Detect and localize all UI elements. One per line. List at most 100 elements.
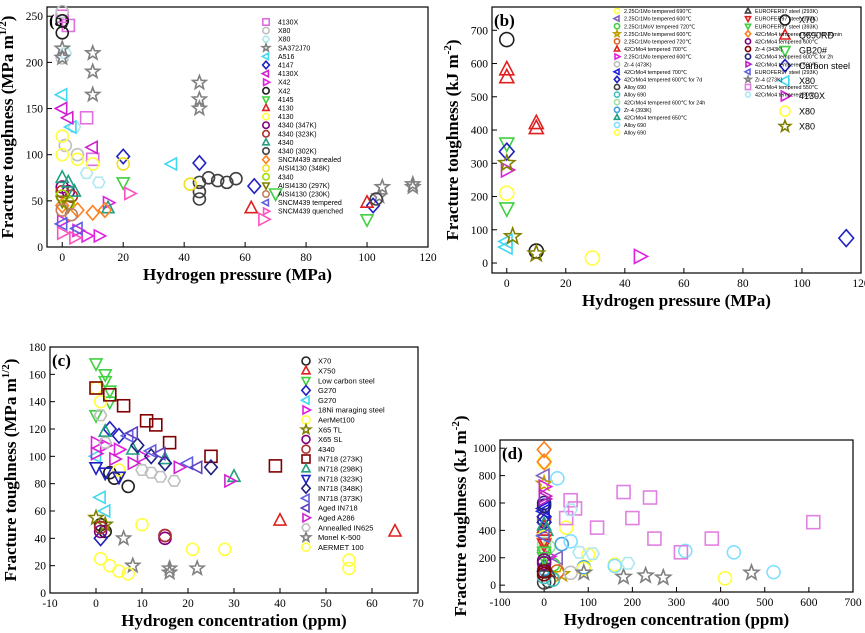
x-tick-label: 100 (793, 278, 811, 290)
x-tick-label: 40 (274, 598, 286, 610)
data-point (88, 409, 104, 424)
y-tick-label: 200 (471, 192, 489, 204)
data-point (68, 221, 83, 236)
y-tick-label: 100 (26, 150, 44, 162)
data-point (91, 176, 106, 189)
data-point (90, 435, 105, 451)
legend-label: 4145 (278, 97, 294, 104)
legend-label: Alloy 690 (624, 123, 646, 129)
legend-label: 4130X (799, 91, 825, 101)
legend-marker (261, 86, 270, 95)
series-21 (53, 216, 83, 236)
y-axis-label-end: ) (1, 359, 20, 365)
legend-label: Zr-4 (393K) (624, 108, 652, 114)
data-point (93, 228, 108, 244)
data-point (625, 510, 640, 526)
legend-label: AISI4130 (230K) (278, 192, 330, 199)
y-axis-label: Fracture toughness (MPa m1/2) (0, 16, 17, 239)
data-point (89, 381, 103, 395)
data-point (136, 448, 151, 464)
series-15 (550, 471, 781, 580)
data-point (496, 152, 517, 172)
series-3 (498, 141, 855, 248)
legend-marker (261, 26, 270, 35)
legend-label: 4340 (323K) (278, 131, 317, 138)
data-point (130, 436, 145, 454)
data-point (98, 436, 113, 449)
y-tick-label: 800 (479, 471, 497, 483)
x-tick-label: 20 (117, 252, 129, 264)
legend-label: 42CrMo4 tempered 650℃ (624, 116, 687, 122)
data-point (201, 170, 216, 185)
series-18 (114, 528, 207, 581)
y-axis-label-main: Fracture toughness (MPa m (1, 378, 20, 581)
y-tick-label: 150 (26, 104, 44, 116)
plot-frame (499, 439, 854, 593)
data-point (190, 99, 209, 117)
data-point (369, 192, 383, 206)
legend-label: 42CrMo4 tempered 600℃ for 2h (755, 55, 833, 61)
legend-label: 4130 (278, 106, 294, 113)
data-point (218, 542, 232, 557)
legend-label: 4340 (278, 174, 294, 181)
data-point (55, 129, 70, 144)
legend-marker (261, 129, 270, 138)
data-point (85, 152, 100, 167)
legend-label: 2.25Cr1Mo tempered 690℃ (624, 9, 691, 15)
legend-label: IN718 (273K) (318, 455, 363, 464)
data-point (342, 553, 356, 568)
data-point (620, 556, 636, 570)
legend-marker (261, 164, 270, 173)
legend-marker (744, 53, 752, 60)
legend-marker (744, 45, 752, 53)
series-19 (54, 195, 76, 215)
legend-marker (613, 60, 621, 68)
data-point (192, 184, 207, 199)
data-point (210, 173, 225, 188)
data-point (726, 544, 742, 560)
legend-marker (613, 38, 621, 45)
legend-label: Aged A286 (318, 514, 355, 523)
data-point (125, 440, 141, 455)
data-point (160, 563, 179, 581)
data-point (102, 385, 118, 400)
data-point (54, 195, 70, 210)
data-point (268, 459, 283, 473)
x-tick-label: 40 (619, 278, 631, 290)
legend-marker (611, 28, 623, 39)
data-point (502, 225, 523, 246)
data-point (558, 510, 574, 526)
y-tick-label: 140 (29, 397, 47, 409)
legend-label: 18Ni maraging steel (318, 406, 385, 415)
legend-marker (743, 67, 751, 76)
y-axis-label-end: ) (451, 415, 470, 421)
data-point (135, 517, 149, 532)
x-tick-label: 20 (182, 598, 194, 610)
series-11 (55, 129, 100, 171)
legend-label: X80 (799, 106, 815, 116)
legend-label: X80 (799, 122, 815, 132)
legend-marker (262, 206, 272, 216)
legend-label: Alloy 690 (624, 93, 646, 99)
y-tick-label: 600 (471, 59, 489, 71)
legend-label: X80 (278, 28, 291, 35)
series-25 (534, 528, 550, 544)
series-9 (115, 177, 375, 228)
legend-marker (614, 52, 622, 61)
data-point (88, 358, 104, 373)
data-point (496, 233, 513, 250)
legend-marker (261, 182, 271, 191)
legend-marker (300, 384, 312, 397)
data-point (179, 455, 194, 471)
legend-label: 42CrMo4 tempered 700℃ (624, 47, 687, 53)
data-point (563, 492, 578, 508)
legend-marker (744, 38, 752, 45)
legend-marker (780, 89, 793, 103)
data-point (70, 147, 85, 162)
legend-marker (613, 44, 621, 52)
legend-label: 42CrMo4 tempered 600℃ for 30min (755, 32, 842, 38)
series-7 (496, 152, 547, 263)
data-point (83, 62, 102, 80)
